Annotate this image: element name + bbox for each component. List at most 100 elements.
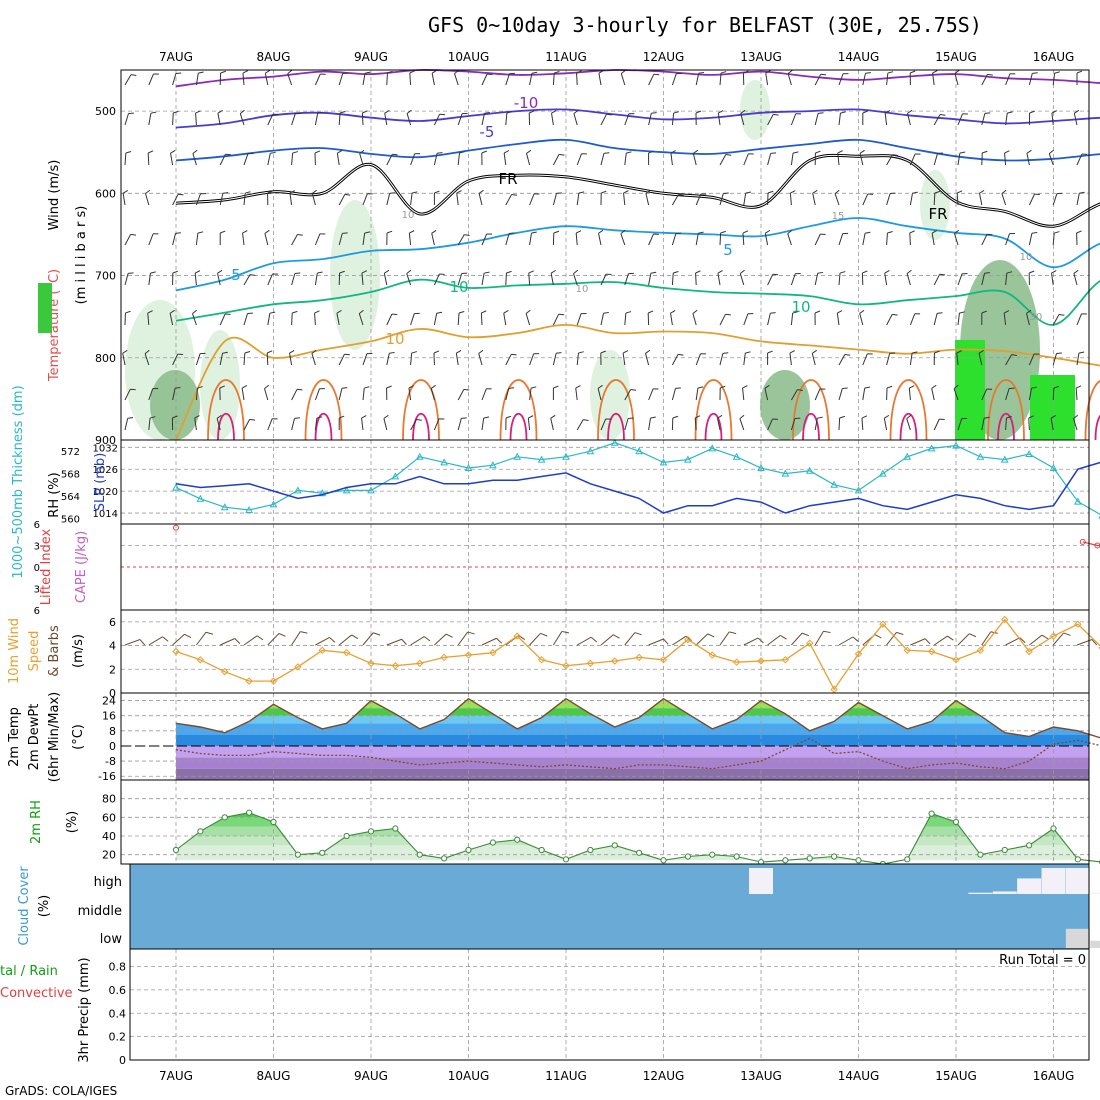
upper-wind-barb [1028,353,1035,366]
wind-barb [1005,637,1021,646]
wind-speed-point [1049,632,1058,640]
upper-wind-barb [481,73,488,86]
upper-wind-barb [834,193,840,206]
upper-wind-barb [692,313,697,326]
slp-y-tick: 1032 [93,443,118,454]
cloud-bar [1041,868,1066,894]
temp-y-tick: 24 [102,695,116,708]
upper-wind-barb [573,273,578,286]
upper-wind-barb [838,233,844,246]
upper-wind-barb-flag [717,269,723,274]
upper-wind-barb-flag [294,417,300,419]
upper-wind-barb-flag [1026,149,1032,154]
lifted-y-tick: 6 [34,606,40,617]
thickness-point [245,505,253,513]
upper-wind-barb [671,354,679,366]
upper-wind-barb-flag [461,417,467,419]
upper-wind-barb-flag [125,150,132,154]
wind-barb-flag [329,637,336,643]
upper-wind-barb-flag [508,387,515,389]
wind-barb-flag [351,634,359,639]
upper-wind-barb [550,418,554,431]
upper-wind-barb [267,153,271,166]
upper-wind-barb [124,74,132,86]
precip-y-tick: 0.8 [109,961,127,974]
wind-barb-flag [205,631,214,635]
upper-wind-barb-flag [550,269,556,274]
upper-wind-barb-flag [1001,189,1007,194]
upper-wind-barb [576,313,582,326]
upper-wind-barb-flag [767,350,773,354]
upper-wind-barb [551,113,554,126]
upper-wind-barb [695,388,699,401]
wind-panel: 0 2 4 6 10m Wind Speed & Barbs (m/s) [7,609,1100,700]
upper-wind-barb-flag [269,311,276,314]
thickness-point [489,461,497,469]
upper-wind-barb-flag [150,111,157,114]
upper-wind-barb-flag [797,389,803,391]
temp-y-tick: 8 [109,725,116,738]
wind-barb-flag [162,636,169,642]
upper-wind-barb [503,313,507,326]
lifted-ylabel-group: Lifted Index [39,528,54,605]
upper-wind-barb-flag [336,309,342,314]
upper-wind-barb-flag [740,109,746,114]
upper-wind-barb-flag [1054,71,1061,74]
upper-wind-barb [933,192,936,206]
wind-speed-point [416,659,424,668]
lifted-point [173,524,179,531]
wind-barb [1052,632,1065,646]
upper-wind-barb [314,418,318,431]
rh-point [270,818,277,826]
rh-point [611,842,618,849]
upper-wind-barb [981,113,986,126]
wind-speed-point [172,647,180,656]
thickness-point [903,452,912,460]
thick-y-tick: 560 [61,514,80,525]
upper-wind-barb-flag [177,193,184,196]
upper-wind-barb-flag [979,189,985,194]
upper-wind-barb-flag [739,414,745,420]
cloud-ylabel-group: Cloud Cover [17,866,32,946]
wind-ylabel-group: Speed [27,631,42,672]
date-label-bottom: 12AUG [643,1069,685,1083]
thickness-point [318,489,327,497]
wind-ylabel-group: 10m Wind [7,618,22,684]
upper-wind-barb [217,273,221,286]
upper-wind-barb [195,353,201,366]
temp-y-tick: -8 [105,755,116,768]
wind-speed-point [611,657,619,665]
upper-wind-barb-flag [169,309,175,314]
upper-wind-barb-flag [987,73,993,76]
temp-band [176,698,1089,701]
upper-wind-barb-flag [384,109,390,114]
upper-wind-barb-flag [677,353,684,356]
precip-ylabel: 3hr Precip (mm) [77,957,92,1062]
upper-wind-barb [430,388,435,401]
upper-wind-barb-flag [1073,269,1079,274]
upper-wind-barb [172,388,176,401]
upper-y-tick: 500 [95,105,116,118]
upper-wind-barb [838,417,841,431]
upper-wind-barb [410,353,413,366]
upper-wind-barb [886,353,891,366]
upper-wind-barb [192,153,197,166]
upper-wind-barb [267,418,273,431]
upper-wind-barb-flag [576,70,582,74]
upper-wind-barb-flag [173,110,179,114]
upper-wind-barb [361,418,364,431]
upper-wind-barb-flag [292,151,298,154]
upper-wind-barb-flag [840,111,846,114]
wind-speed-point [221,667,229,676]
upper-wind-barb [457,273,463,286]
upper-wind-barb [338,194,346,206]
upper-wind-barb-flag [456,350,462,354]
wind-speed-point [732,658,741,666]
cloud-background [130,864,1089,949]
upper-wind-barb [338,112,341,126]
upper-wind-barb-flag [220,230,226,234]
upper-wind-barb-flag [692,309,698,314]
upper-wind-barb-flag [1003,310,1010,314]
upper-wind-barb [147,313,150,326]
wind-speed-point [440,653,448,662]
